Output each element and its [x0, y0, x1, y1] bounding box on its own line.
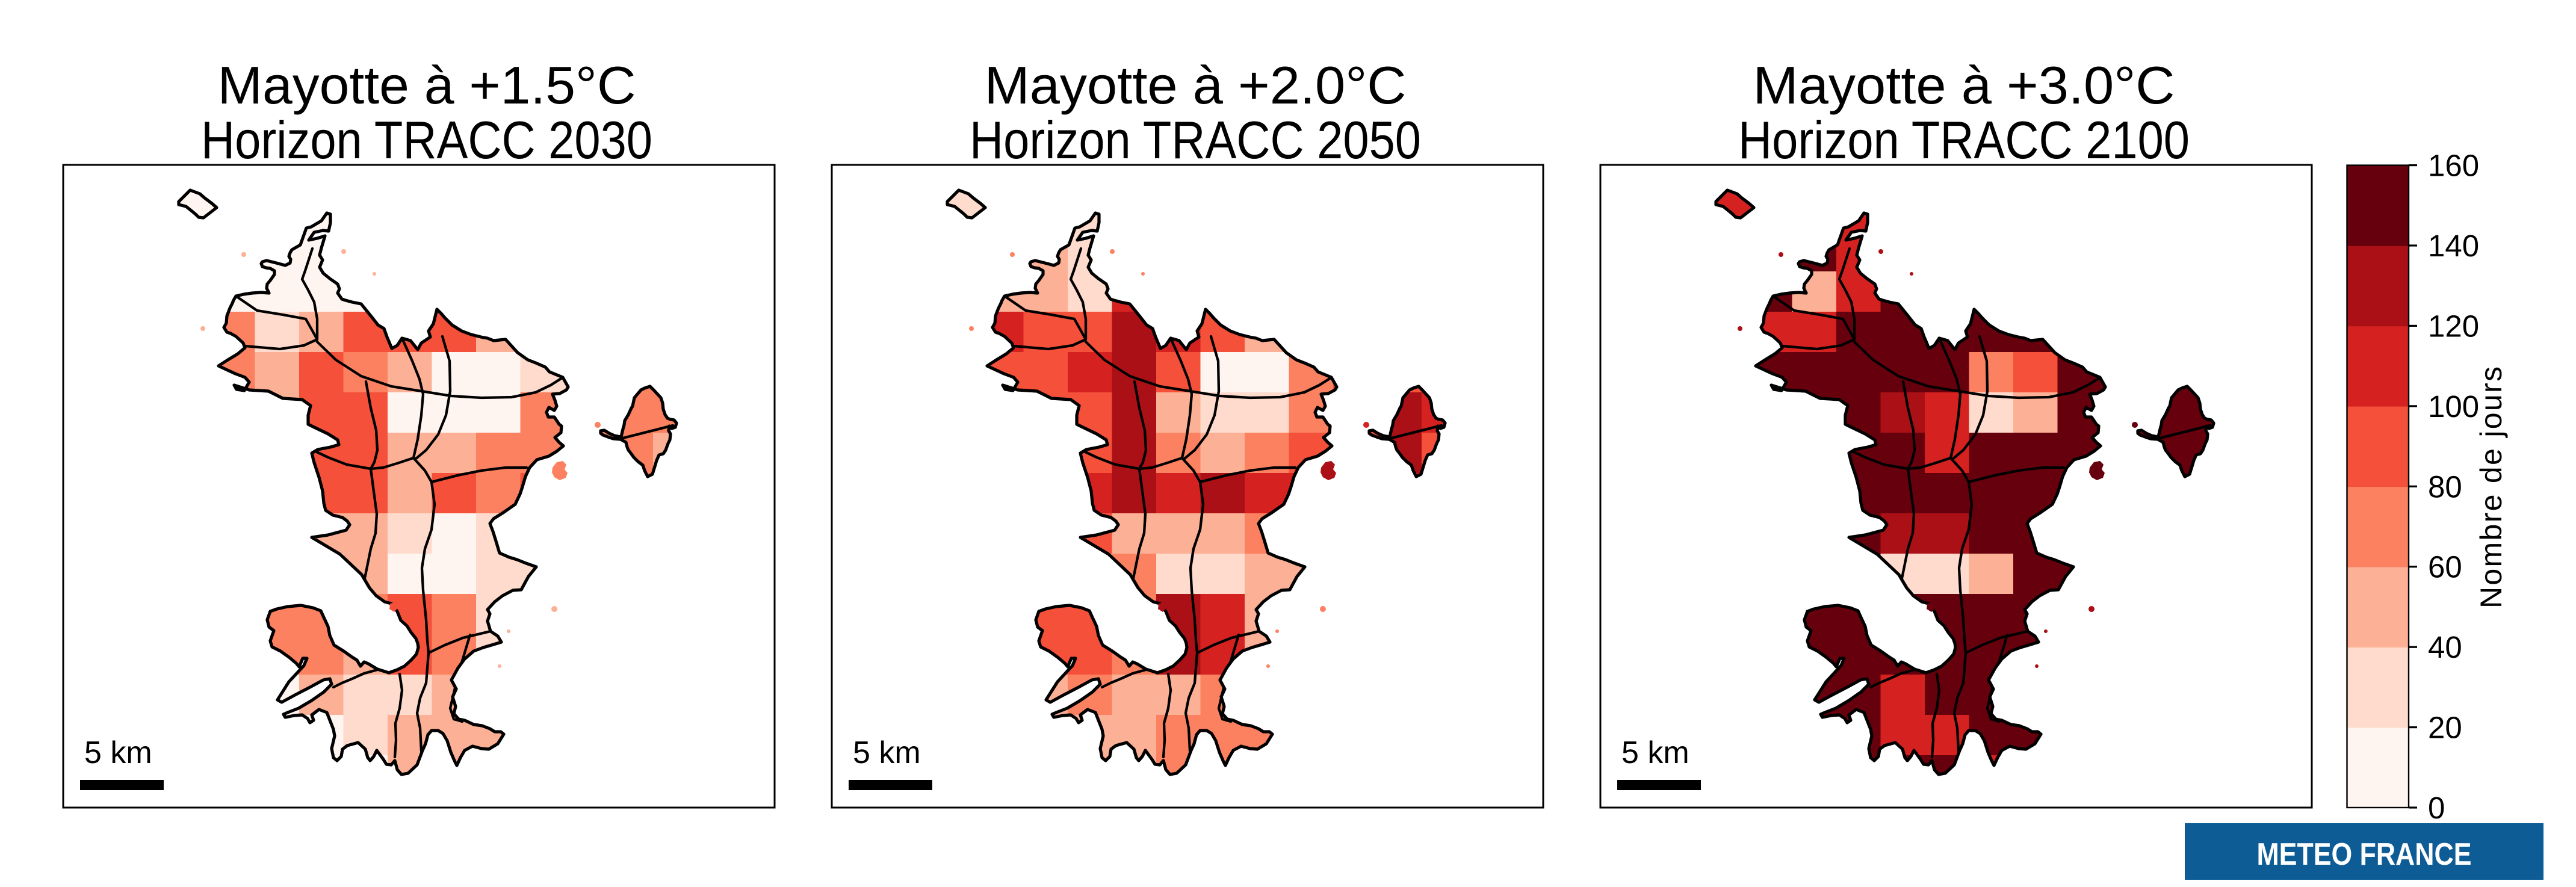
- svg-text:5 km: 5 km: [1621, 735, 1689, 770]
- svg-text:40: 40: [2428, 630, 2462, 664]
- svg-text:METEO FRANCE: METEO FRANCE: [2257, 837, 2472, 872]
- svg-text:Nombre de jours: Nombre de jours: [2474, 366, 2508, 608]
- svg-text:80: 80: [2428, 469, 2462, 504]
- svg-text:Mayotte à +1.5°C: Mayotte à +1.5°C: [218, 55, 636, 115]
- svg-text:20: 20: [2428, 711, 2462, 745]
- svg-text:100: 100: [2428, 389, 2479, 424]
- svg-text:Mayotte à +2.0°C: Mayotte à +2.0°C: [985, 55, 1407, 115]
- svg-text:5 km: 5 km: [853, 735, 921, 770]
- svg-text:0: 0: [2428, 791, 2445, 825]
- svg-text:160: 160: [2428, 149, 2479, 183]
- svg-text:5 km: 5 km: [84, 735, 152, 770]
- svg-text:140: 140: [2428, 229, 2479, 263]
- svg-text:120: 120: [2428, 309, 2479, 343]
- svg-text:60: 60: [2428, 550, 2462, 584]
- svg-text:Horizon TRACC 2030: Horizon TRACC 2030: [201, 110, 652, 170]
- svg-text:Mayotte à +3.0°C: Mayotte à +3.0°C: [1753, 55, 2175, 115]
- svg-text:Horizon TRACC 2100: Horizon TRACC 2100: [1738, 110, 2190, 170]
- svg-text:Horizon TRACC 2050: Horizon TRACC 2050: [970, 110, 1421, 170]
